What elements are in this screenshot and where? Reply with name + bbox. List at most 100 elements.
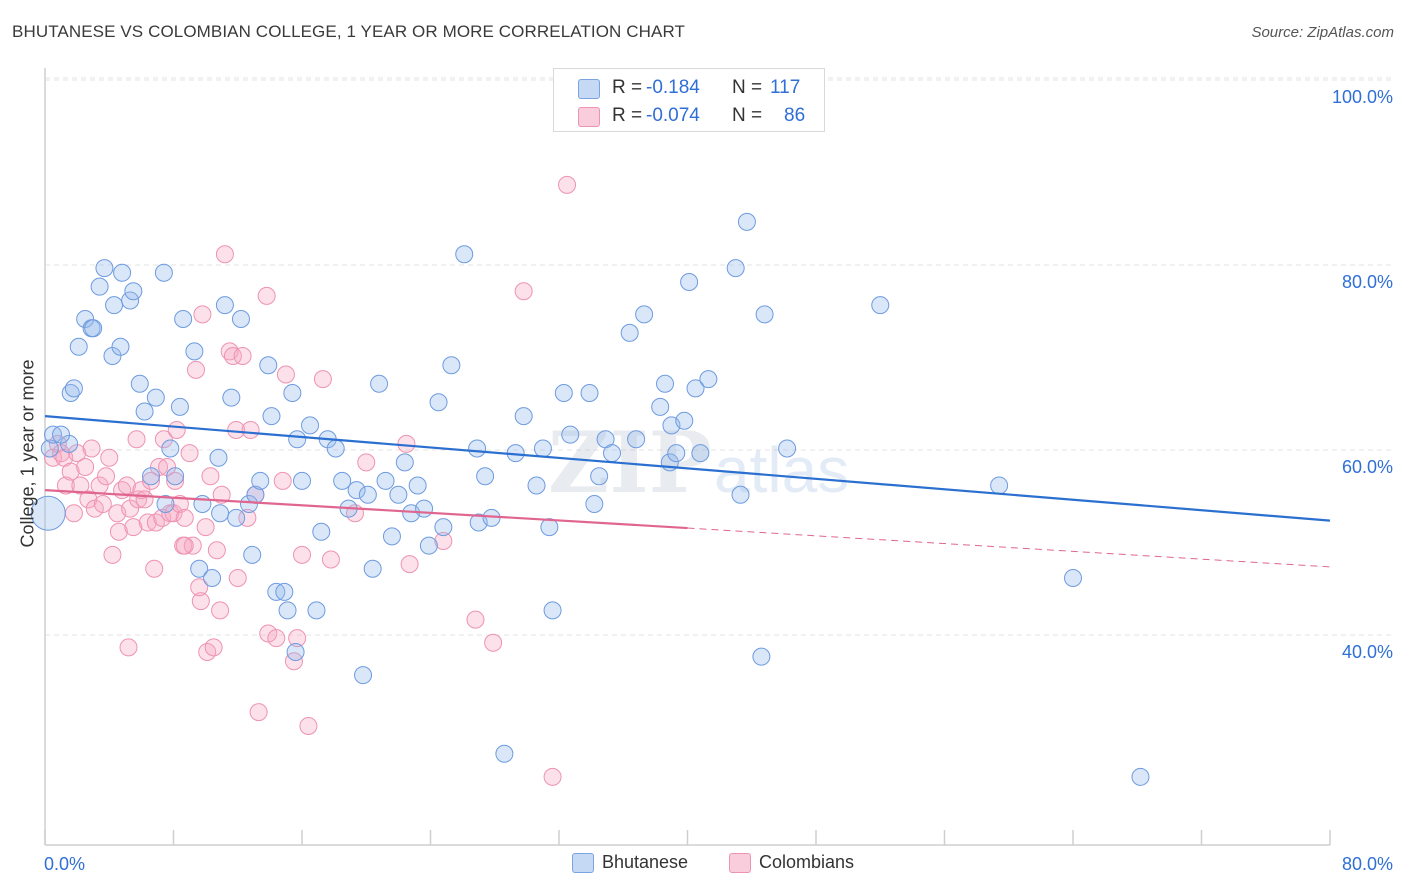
bhutanese-point	[1131, 767, 1150, 786]
bhutanese-point	[415, 499, 434, 518]
bhutanese-point	[174, 310, 193, 328]
chart-title: BHUTANESE VS COLOMBIAN COLLEGE, 1 YEAR O…	[12, 22, 686, 41]
bhutanese-point	[778, 439, 797, 458]
colombians-point	[466, 610, 485, 629]
bhutanese-point	[363, 559, 382, 578]
watermark: ZIP atlas	[548, 413, 849, 512]
colombians-point	[170, 495, 189, 513]
colombians-point	[142, 471, 161, 490]
bhutanese-point	[105, 296, 124, 315]
bhutanese-point	[135, 402, 154, 421]
r-label: R =	[612, 105, 643, 126]
bhutanese-point	[1064, 569, 1082, 587]
bhutanese-point	[667, 444, 686, 463]
colombians-point	[190, 578, 209, 597]
bhutanese-point	[333, 471, 352, 490]
bhutanese-point	[656, 374, 675, 393]
colombians-point	[434, 532, 453, 550]
bhutanese-point	[130, 374, 149, 393]
colombians-point	[400, 555, 419, 574]
colombians-point	[215, 245, 234, 264]
bhutanese-point	[293, 471, 311, 490]
bhutanese-point	[358, 485, 377, 504]
colombians-point	[79, 490, 98, 509]
bhutanese-point	[326, 439, 345, 458]
colombians-point	[228, 569, 247, 587]
bhutanese-point	[476, 467, 495, 486]
bhutanese-point	[161, 439, 180, 458]
colombians-point	[211, 601, 230, 620]
bhutanese-point	[154, 263, 173, 282]
bhutanese-point	[540, 518, 559, 537]
bhutanese-point	[84, 319, 103, 338]
bhutanese-point	[288, 430, 307, 449]
colombians-point	[249, 703, 268, 722]
colombians-point	[288, 629, 307, 648]
colombians-point	[357, 453, 376, 472]
bhutanese-point	[283, 384, 302, 402]
n-value: 117	[770, 77, 801, 98]
bhutanese-point	[554, 384, 573, 402]
bhutanese-point	[64, 379, 83, 398]
bhutanese-point	[142, 467, 161, 486]
bhutanese-point	[170, 397, 189, 416]
colombians-point	[212, 485, 231, 504]
colombians-point	[103, 545, 122, 564]
bhutanese-legend-swatch	[572, 853, 594, 873]
n-label: N =	[732, 105, 763, 126]
bhutanese-point	[301, 416, 320, 435]
bhutanese-point	[113, 263, 132, 282]
legend-label: Bhutanese	[602, 852, 689, 872]
colombians-point	[241, 421, 260, 439]
colombians-point	[93, 495, 112, 513]
colombians-point	[514, 282, 533, 301]
colombians-point	[273, 471, 292, 490]
bhutanese-point	[675, 411, 694, 430]
bhutanese-point	[434, 518, 453, 537]
bhutanese-point	[222, 388, 241, 407]
y-tick-label: 40.0%	[1342, 642, 1393, 662]
colombians-point	[109, 522, 128, 541]
bhutanese-point	[354, 666, 373, 685]
bhutanese-point	[376, 471, 395, 490]
bhutanese-point	[442, 356, 461, 375]
bhutanese-point	[227, 508, 246, 527]
bhutanese-point	[737, 212, 756, 231]
bhutanese-point	[69, 337, 88, 356]
bhutanese-point	[239, 495, 258, 513]
bhutanese-point	[590, 467, 609, 486]
colombians-point	[71, 476, 90, 495]
bhutanese-points	[30, 212, 1150, 786]
bhutanese-point	[40, 439, 59, 458]
bhutanese-point	[382, 527, 401, 546]
colombians-point	[257, 286, 276, 305]
bhutanese-point	[95, 259, 114, 278]
bhutanese-point	[395, 453, 414, 472]
colombians-point	[193, 305, 212, 324]
bhutanese-point	[680, 273, 699, 291]
colombians-trend-line	[44, 489, 688, 530]
colombians-point	[166, 471, 185, 490]
colombians-point	[207, 541, 226, 560]
bhutanese-swatch	[578, 79, 600, 99]
colombians-point	[313, 370, 332, 389]
bhutanese-point	[990, 476, 1009, 495]
colombians-point	[135, 490, 154, 509]
bhutanese-point	[752, 647, 771, 666]
bhutanese-point	[468, 439, 487, 458]
bhutanese-point	[203, 569, 222, 587]
bhutanese-point	[408, 476, 427, 495]
bhutanese-point	[209, 448, 228, 467]
bhutanese-point	[455, 245, 474, 264]
bhutanese-point	[419, 536, 438, 555]
bhutanese-point	[262, 407, 281, 426]
colombians-point	[293, 545, 311, 564]
bhutanese-point	[429, 393, 448, 412]
watermark-atlas: atlas	[714, 434, 849, 506]
colombians-point	[186, 360, 205, 379]
colombians-point	[175, 536, 194, 555]
bhutanese-point	[495, 744, 514, 763]
colombians-point	[76, 458, 95, 476]
x-tick-label: 80.0%	[1342, 854, 1393, 874]
colombians-point	[145, 559, 164, 578]
